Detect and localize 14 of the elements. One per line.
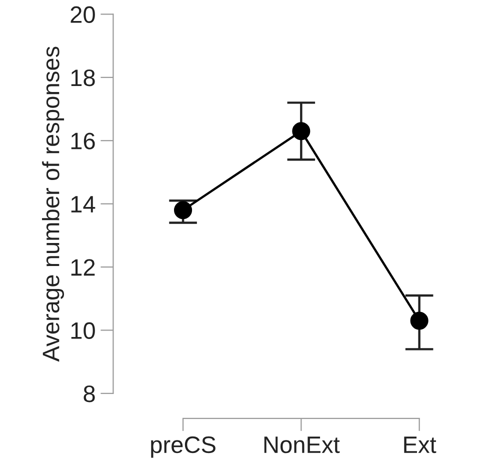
y-tick-label: 18 [71,69,95,86]
y-tick-label: 16 [71,132,95,150]
point [174,201,192,220]
y-axis-title: Average number of responses [42,46,64,362]
x-tick-label: Ext [404,436,436,454]
y-tick-label: 14 [71,196,96,212]
point [292,122,310,140]
x-tick-label: NonExt [264,436,340,454]
x-tick-label: preCS [151,436,216,458]
point [410,312,428,330]
y-tick-label: 20 [70,6,95,24]
y-tick-label: 8 [84,385,95,402]
y-tick-label: 10 [71,322,95,340]
y-tick-label: 12 [71,259,95,276]
